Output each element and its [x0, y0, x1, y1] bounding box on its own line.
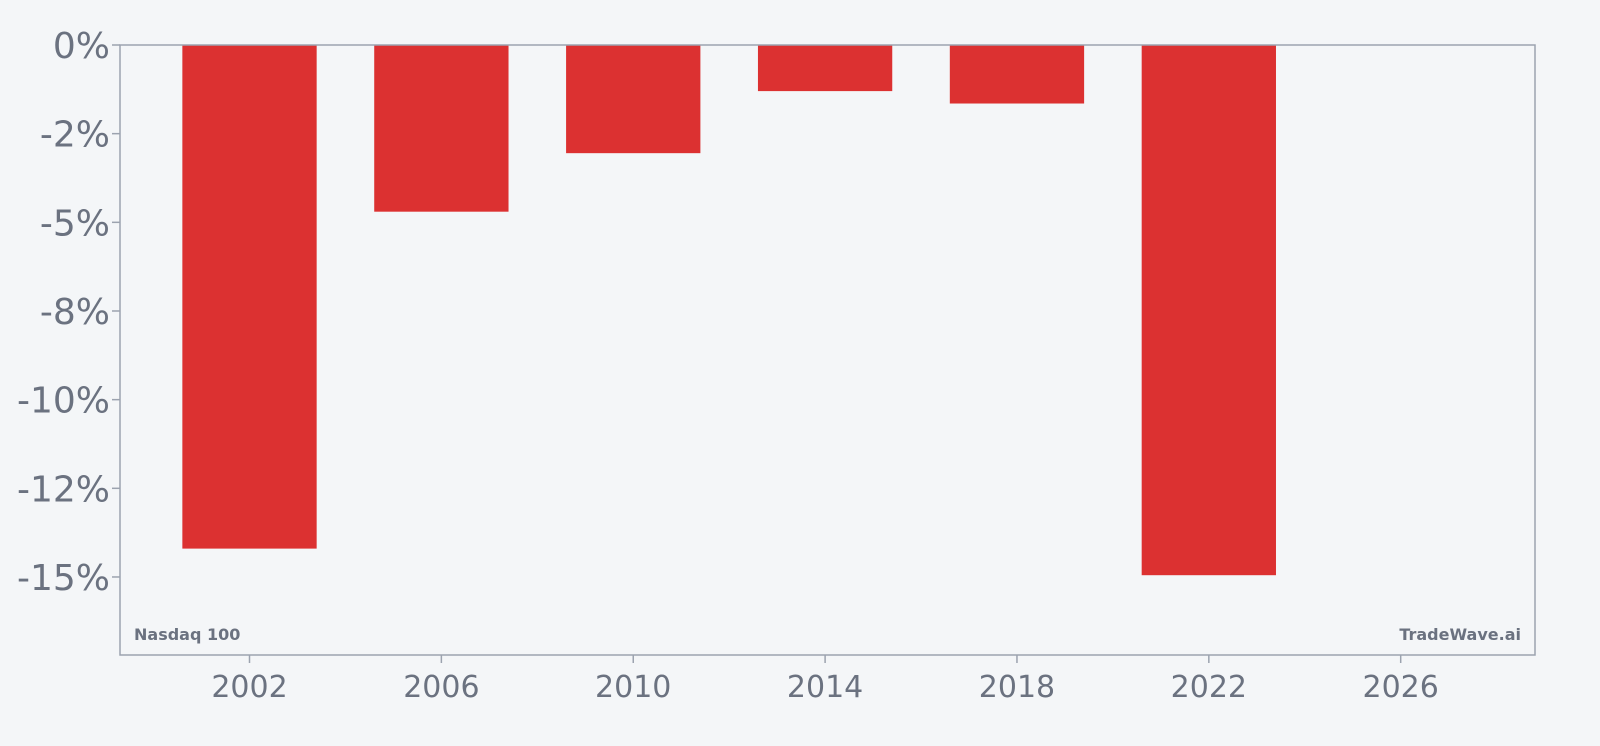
- bar-2002: [182, 45, 317, 549]
- y-tick-label: -15%: [17, 558, 110, 599]
- x-tick-label: 2014: [787, 670, 863, 705]
- bar-2006: [374, 45, 509, 212]
- x-tick-label: 2002: [211, 670, 287, 705]
- x-tick-label: 2026: [1363, 670, 1439, 705]
- x-axis: 2002 2006 2010 2014 2018 2022 2026: [211, 655, 1439, 705]
- x-tick-label: 2022: [1171, 670, 1247, 705]
- plot-background: [120, 45, 1535, 655]
- y-tick-label: -8%: [40, 292, 110, 333]
- watermark-tradewave: TradeWave.ai: [1399, 625, 1521, 644]
- y-tick-label: 0%: [53, 26, 110, 67]
- x-tick-label: 2018: [979, 670, 1055, 705]
- bar-2014: [757, 45, 893, 92]
- bar-2010: [566, 45, 701, 154]
- series-label-nasdaq: Nasdaq 100: [134, 625, 240, 644]
- y-axis: 0% -2% -5% -8% -10% -12% -15%: [17, 26, 120, 599]
- y-tick-label: -2%: [40, 115, 110, 156]
- bar-2022: [1141, 45, 1276, 576]
- y-tick-label: -5%: [40, 203, 110, 244]
- bar-2018: [949, 45, 1085, 104]
- y-tick-label: -12%: [17, 469, 110, 510]
- y-tick-label: -10%: [17, 381, 110, 422]
- plot-frame: [119, 44, 1536, 656]
- x-tick-label: 2010: [595, 670, 671, 705]
- x-tick-label: 2006: [403, 670, 479, 705]
- bars-group: [182, 45, 1276, 576]
